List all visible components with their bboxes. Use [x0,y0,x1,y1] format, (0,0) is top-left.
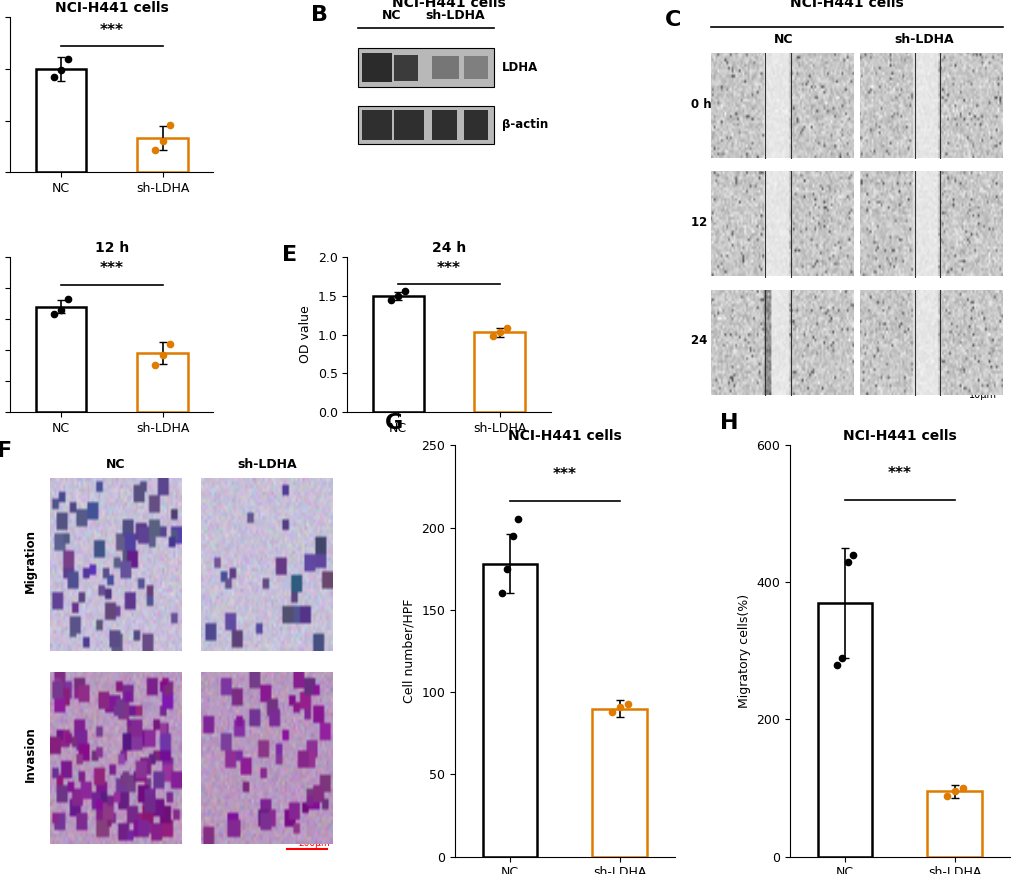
Text: NC: NC [773,33,793,46]
Text: NC: NC [106,458,125,471]
Bar [137,353,187,412]
Text: NC: NC [381,9,401,22]
Text: C: C [664,10,681,30]
Text: Migration: Migration [23,529,37,593]
Text: sh-LDHA: sh-LDHA [237,458,297,471]
Text: ***: *** [436,260,461,275]
Text: sh-LDHA: sh-LDHA [894,33,953,46]
Text: G: G [384,413,403,433]
Title: NCI-H441 cells: NCI-H441 cells [843,429,956,443]
Bar [36,69,87,172]
Bar [482,564,537,857]
Y-axis label: Cell number/HPF: Cell number/HPF [403,599,416,704]
Text: 200μm: 200μm [298,839,329,849]
Title: NCI-H441 cells: NCI-H441 cells [507,429,622,443]
Text: H: H [719,413,738,433]
Text: B: B [311,5,327,25]
Text: β-actin: β-actin [501,119,547,131]
Title: NCI-H441 cells: NCI-H441 cells [55,1,168,15]
Bar [36,307,87,412]
Text: ***: *** [100,260,123,275]
Text: Invasion: Invasion [23,726,37,781]
Bar [926,792,981,857]
Text: E: E [282,245,298,265]
Y-axis label: Migratory cells(%): Migratory cells(%) [737,594,750,708]
Text: 12 h: 12 h [691,216,719,229]
Text: NCI-H441 cells: NCI-H441 cells [391,0,505,10]
Text: sh-LDHA: sh-LDHA [425,9,485,22]
Text: NCI-H441 cells: NCI-H441 cells [790,0,903,10]
Bar [137,138,187,172]
Text: 24 h: 24 h [691,335,719,347]
Bar [474,332,525,412]
Text: LDHA: LDHA [501,61,538,74]
Title: 12 h: 12 h [95,240,128,254]
Title: 24 h: 24 h [431,240,466,254]
Bar [817,603,871,857]
Text: ***: *** [552,467,577,482]
Text: ***: *** [100,23,123,38]
Text: 0 h: 0 h [691,98,711,111]
Text: F: F [0,441,12,461]
Bar [592,709,647,857]
Bar [373,295,423,412]
Y-axis label: OD value: OD value [299,306,312,364]
Text: ***: *** [888,466,911,481]
Text: 10μm: 10μm [968,390,996,400]
